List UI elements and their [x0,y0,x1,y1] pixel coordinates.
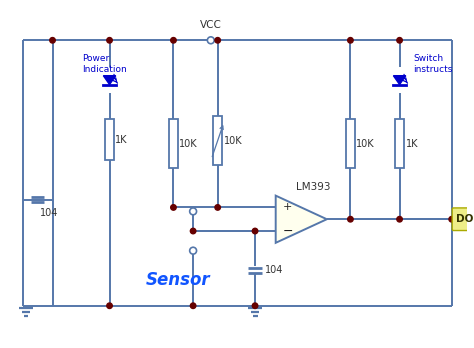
Circle shape [252,228,258,234]
Circle shape [347,216,353,222]
Text: 10K: 10K [179,139,198,149]
Bar [213,116,222,165]
Text: DO: DO [456,214,473,224]
Circle shape [397,38,402,43]
Text: 104: 104 [265,266,283,275]
Text: LM393: LM393 [296,182,330,192]
Circle shape [191,228,196,234]
Circle shape [215,38,220,43]
Circle shape [171,38,176,43]
Circle shape [207,37,214,44]
Text: VCC: VCC [200,21,222,31]
Circle shape [107,38,112,43]
Circle shape [449,216,455,222]
Text: 1K: 1K [405,139,418,149]
Bar [169,119,178,168]
Text: 104: 104 [40,208,58,218]
Circle shape [215,205,220,210]
Text: +: + [283,203,292,212]
Circle shape [252,303,258,308]
Circle shape [107,303,112,308]
Bar [395,119,404,168]
Circle shape [191,303,196,308]
Circle shape [347,38,353,43]
Text: 10K: 10K [224,136,242,145]
Circle shape [397,216,402,222]
Circle shape [171,205,176,210]
Bar [346,119,355,168]
Text: Power
Indication: Power Indication [82,54,127,74]
Polygon shape [276,196,327,243]
Bar [105,119,114,160]
Circle shape [190,247,197,254]
Text: Sensor: Sensor [146,271,210,289]
Text: Switch
instructs: Switch instructs [413,54,453,74]
Polygon shape [103,76,116,85]
Circle shape [190,208,197,215]
Text: 1K: 1K [116,135,128,144]
Text: 10K: 10K [356,139,375,149]
Circle shape [50,38,55,43]
Text: −: − [283,224,293,238]
FancyBboxPatch shape [452,208,474,230]
Polygon shape [393,76,406,85]
